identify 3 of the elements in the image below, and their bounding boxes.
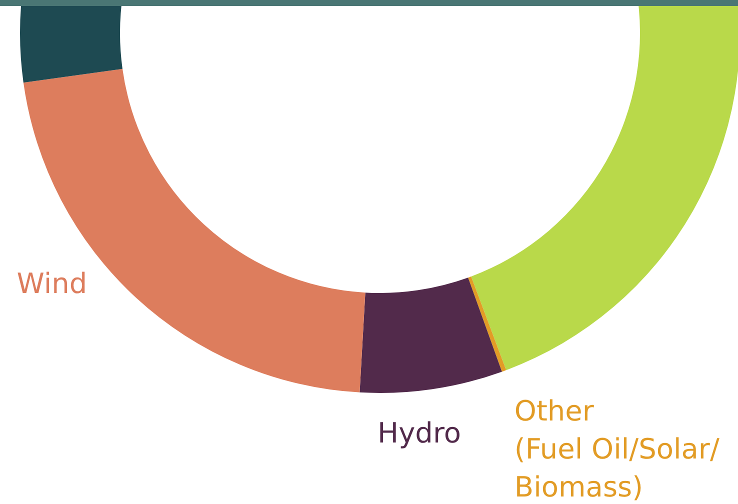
slice-label: Other (Fuel Oil/Solar/Biomass) bbox=[514, 394, 720, 504]
slice-label: Hydro bbox=[378, 416, 461, 450]
slice-label: Wind bbox=[16, 266, 88, 300]
